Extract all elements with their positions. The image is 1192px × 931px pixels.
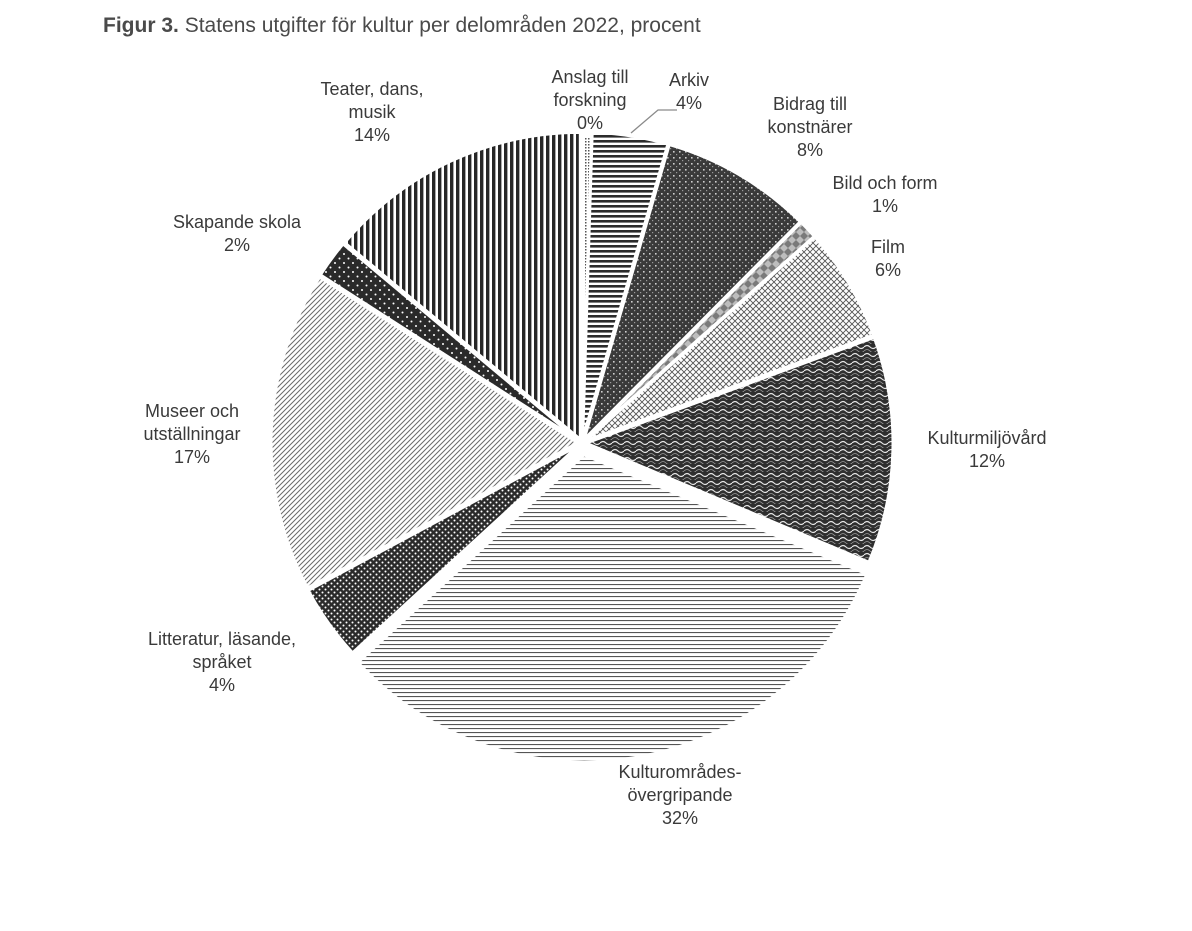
leader-line-arkiv xyxy=(630,109,677,134)
pie-label-kulturomrades-overgripande: Kulturområdes-övergripande 32% xyxy=(618,762,741,828)
pie-label-litteratur-lasande-spraket: Litteratur, läsande, språket 4% xyxy=(148,629,296,695)
pie-label-skapande-skola: Skapande skola 2% xyxy=(173,212,302,255)
pie-slice-museer-och-utstallningar xyxy=(269,275,580,590)
pie-slice-film xyxy=(583,235,876,443)
pie-slice-kulturmiljovard xyxy=(584,335,895,564)
pie-slice-skapande-skola xyxy=(318,242,581,443)
pie-slice-litteratur-lasande-spraket xyxy=(306,443,581,655)
pie-label-museer-och-utstallningar: Museer och utställningar 17% xyxy=(143,401,240,467)
pie-label-anslag-till-forskning: Anslag till forskning 0% xyxy=(551,67,628,133)
pie-label-bild-och-form: Bild och form 1% xyxy=(832,173,937,216)
pie-label-film: Film 6% xyxy=(871,237,905,280)
figure-title-text: Statens utgifter för kultur per delområd… xyxy=(184,14,701,37)
pie-slice-bidrag-till-konstnarer xyxy=(582,143,802,442)
pie-slice-kulturomrades-overgripande xyxy=(356,453,869,764)
pie-slice-teater-dans-musik xyxy=(343,130,582,441)
pie-slice-arkiv xyxy=(581,130,670,441)
pie-label-arkiv: Arkiv 4% xyxy=(669,70,709,113)
figure-label: Figur 3. xyxy=(103,14,179,37)
pie-label-bidrag-till-konstnarer: Bidrag till konstnärer 8% xyxy=(767,94,852,160)
pie-label-teater-dans-musik: Teater, dans, musik 14% xyxy=(320,79,423,145)
pie-label-kulturmiljovard: Kulturmiljövård 12% xyxy=(927,428,1046,471)
figure-title: Figur 3. Statens utgifter för kultur per… xyxy=(103,14,701,38)
